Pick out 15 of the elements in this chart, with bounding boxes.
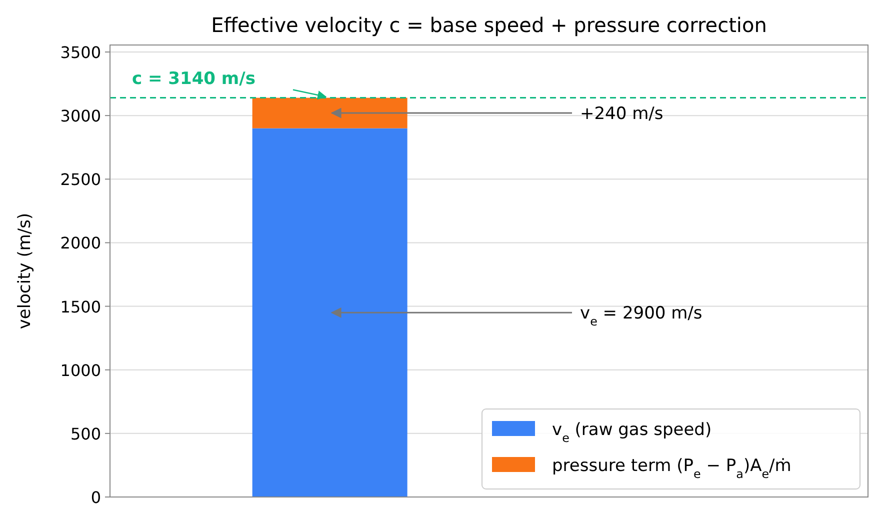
y-tick-label: 500 (70, 424, 101, 444)
y-tick-label: 2000 (60, 234, 101, 253)
annotation: +240 m/s (580, 104, 664, 124)
y-tick-label: 2500 (60, 170, 101, 190)
chart-title: Effective velocity c = base speed + pressure correction (211, 13, 767, 37)
y-tick-label: 3500 (60, 42, 101, 62)
y-tick-label: 3000 (60, 106, 101, 126)
legend-label: v$_{e}$ (raw gas speed) (552, 420, 712, 445)
legend-label: pressure term (P$_{e}$ − P$_{a}$)A$_{e}$/ṁ (552, 456, 792, 481)
y-tick-label: 0 (90, 488, 101, 507)
y-axis-title: velocity (m/s) (15, 212, 35, 330)
y-tick-label: 1000 (60, 360, 101, 380)
y-tick-label: 1500 (60, 297, 101, 316)
ref-line-label: c = 3140 m/s (132, 68, 256, 89)
annotation: v$_{e}$ = 2900 m/s (580, 304, 702, 329)
